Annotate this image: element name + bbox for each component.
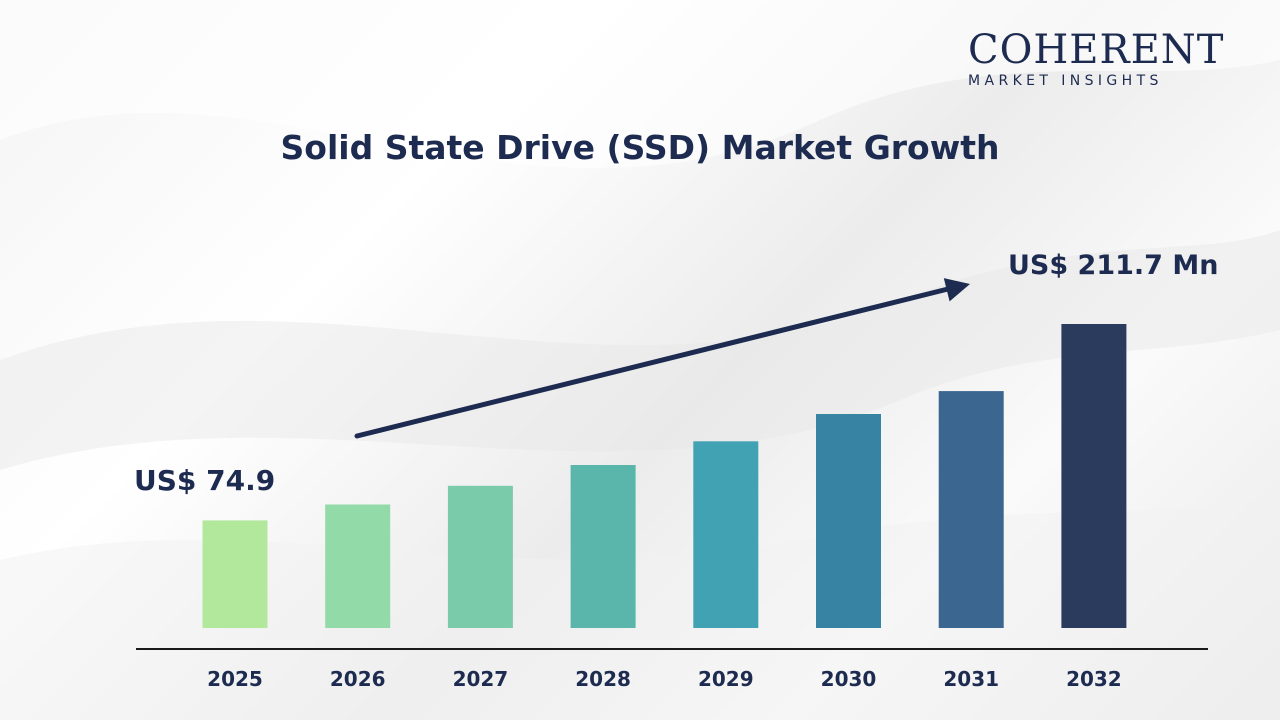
bar-2027 bbox=[447, 485, 513, 628]
x-tick-label: 2031 bbox=[943, 667, 999, 691]
end-value-label: US$ 211.7 Mn bbox=[1008, 250, 1219, 281]
bar-2026 bbox=[325, 504, 391, 628]
x-tick-label: 2029 bbox=[698, 667, 754, 691]
x-tick-label: 2030 bbox=[821, 667, 877, 691]
trend-arrow-head bbox=[943, 278, 970, 302]
logo-wordmark: COHERENT bbox=[968, 27, 1225, 73]
bar-2032 bbox=[1061, 324, 1127, 628]
bar-2031 bbox=[938, 391, 1004, 628]
start-value-label: US$ 74.9 bbox=[134, 464, 276, 497]
x-tick-label: 2027 bbox=[453, 667, 509, 691]
brand-logo: COHERENT MARKET INSIGHTS bbox=[968, 28, 1238, 90]
bar-2030 bbox=[816, 414, 881, 628]
bar-2028 bbox=[570, 465, 636, 628]
bar-2029 bbox=[693, 441, 759, 628]
x-tick-label: 2025 bbox=[207, 667, 263, 691]
chart-title: Solid State Drive (SSD) Market Growth bbox=[280, 128, 1000, 167]
bar-2025 bbox=[202, 520, 268, 628]
x-tick-label: 2026 bbox=[330, 667, 386, 691]
trend-arrow-line bbox=[354, 285, 955, 439]
logo-tagline: MARKET INSIGHTS bbox=[968, 73, 1163, 89]
x-tick-label: 2032 bbox=[1066, 667, 1122, 691]
x-tick-label: 2028 bbox=[575, 667, 631, 691]
